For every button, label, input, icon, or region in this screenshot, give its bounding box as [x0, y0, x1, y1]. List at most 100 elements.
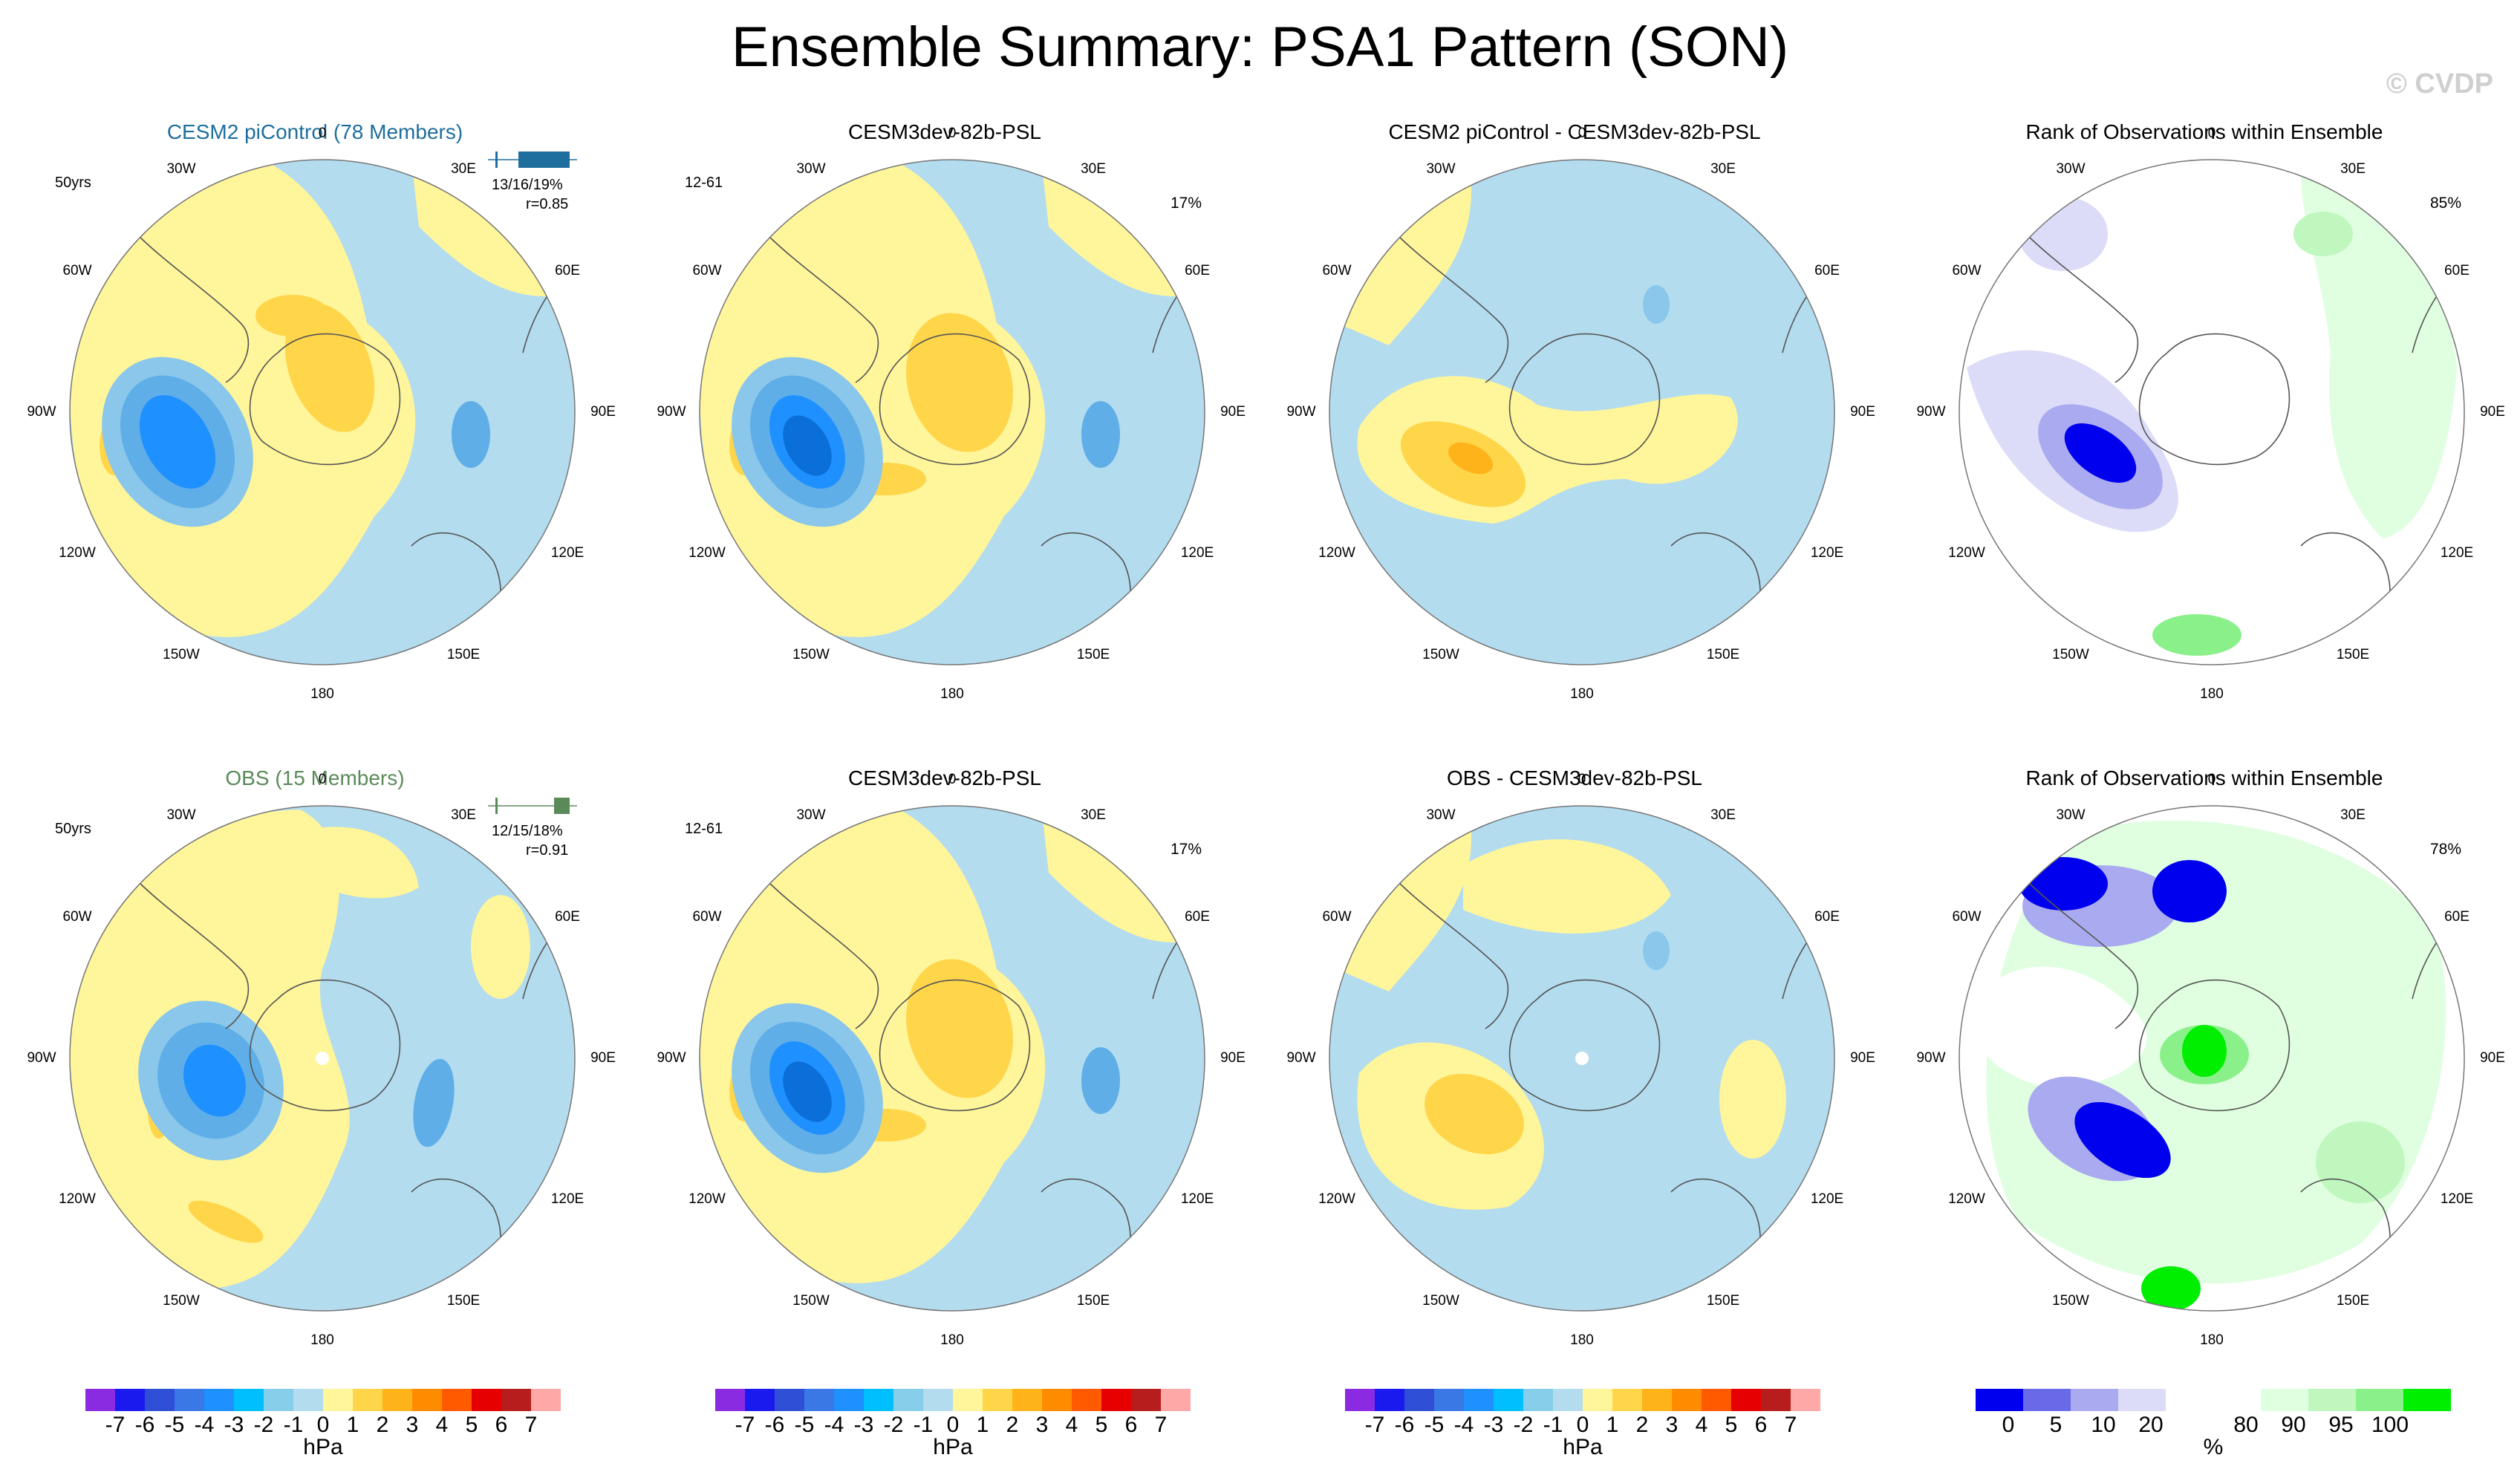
percent-label: 17% [1170, 195, 1202, 212]
colorbar-tick-label: 95 [2328, 1413, 2354, 1437]
panel-title: OBS (15 Members) [225, 766, 405, 789]
colorbar-tick-label: 5 [2049, 1413, 2062, 1437]
colorbar-swatch [1161, 1389, 1191, 1411]
stats-label: 13/16/19% [492, 177, 563, 193]
longitude-label: 120W [1948, 545, 1985, 561]
contour-region [1643, 285, 1670, 324]
spread-tick [523, 152, 525, 168]
longitude-label: 120E [1810, 545, 1844, 561]
longitude-label: 60W [62, 263, 92, 279]
contour-region [139, 395, 216, 489]
colorbar-swatch [293, 1389, 323, 1411]
polar-map [1329, 159, 1835, 665]
colorbar-tick-label: 6 [1124, 1413, 1138, 1437]
colorbar-tick-label: 7 [1784, 1413, 1797, 1437]
colorbar-tick-label: 1 [1606, 1413, 1619, 1437]
longitude-label: 30W [166, 161, 196, 177]
contour-region [1463, 839, 1671, 934]
percent-label: 78% [2429, 841, 2461, 858]
contour-region [2152, 860, 2227, 922]
colorbar-swatch [1642, 1389, 1672, 1411]
spread-tick [554, 152, 556, 168]
longitude-label: 60E [1814, 263, 1840, 279]
panel-title: OBS - CESM3dev-82b-PSL [1447, 766, 1702, 789]
longitude-label: 120W [688, 545, 726, 561]
colorbar-swatch [2403, 1389, 2451, 1411]
colorbar-swatch [1375, 1389, 1404, 1411]
longitude-label: 180 [1570, 1332, 1594, 1348]
contour-region [783, 415, 832, 476]
contour-region [700, 806, 1046, 1283]
south-america-outline [1396, 879, 1509, 1029]
longitude-label: 30W [2056, 161, 2086, 177]
longitude-label: 120E [1180, 1191, 1214, 1207]
spread-tick [567, 152, 570, 168]
member-spread-indicator [488, 798, 577, 814]
colorbar-tick-label: 5 [465, 1413, 478, 1437]
colorbar-swatch [983, 1389, 1012, 1411]
longitude-label: 0 [948, 126, 957, 141]
colorbar-swatch [1404, 1389, 1434, 1411]
colorbar-tick-label: -1 [283, 1413, 304, 1437]
spread-tick [534, 152, 536, 168]
longitude-label: 90W [657, 1050, 686, 1066]
longitude-label: 180 [310, 1332, 334, 1348]
contour-region [1643, 931, 1670, 970]
colorbar-tick-label: 6 [1754, 1413, 1768, 1437]
contour-region [1719, 1040, 1786, 1159]
longitude-label: 150E [1076, 1293, 1110, 1309]
longitude-label: 30E [2340, 161, 2366, 177]
longitude-label: 0 [1578, 126, 1586, 141]
colorbar-tick-label: 7 [524, 1413, 538, 1437]
colorbar-tick-label: 10 [2091, 1413, 2116, 1437]
contour-region [1448, 442, 1493, 475]
colorbar-tick-label: 2 [376, 1413, 389, 1437]
antarctica-outline [1508, 333, 1661, 466]
map-panel-7: OBS - CESM3dev-82b-PSL 0 30E 60E 90E 120E 150E… [1260, 765, 1889, 1419]
colorbar-swatch [1494, 1389, 1523, 1411]
longitude-label: 150W [2052, 1293, 2089, 1309]
figure-title: Ensemble Summary: PSA1 Pattern (SON) [731, 16, 1789, 79]
spread-tick [561, 798, 563, 814]
longitude-label: 0 [2207, 126, 2216, 141]
longitude-label: 120W [688, 1191, 726, 1207]
south-america-outline [766, 233, 879, 383]
colorbar-unit: % [2203, 1435, 2224, 1459]
longitude-label: 30E [1710, 807, 1736, 823]
colorbar-swatch [412, 1389, 442, 1411]
longitude-label: 150W [792, 647, 830, 662]
colorbar-hpa-3: -7 -6 -5 -4 -3 -2 -1 0 1 2 3 4 5 6 7 hPa [1345, 1389, 1820, 1459]
contour-region [1337, 821, 1472, 991]
longitude-label: 60E [555, 263, 580, 279]
colorbar-hpa-2: -7 -6 -5 -4 -3 -2 -1 0 1 2 3 4 5 6 7 hPa [715, 1389, 1191, 1459]
colorbar-swatch [115, 1389, 145, 1411]
longitude-label: 150E [1706, 647, 1740, 662]
spread-tick [541, 152, 543, 168]
longitude-label: 150W [163, 1293, 200, 1309]
colorbar-tick-label: 2 [1635, 1413, 1649, 1437]
cvdp-watermark: © CVDP [2386, 68, 2493, 100]
colorbar-unit: hPa [303, 1435, 343, 1459]
contour-region [906, 959, 1013, 1098]
panel-title: CESM2 piControl (78 Members) [166, 120, 463, 143]
spread-tick [559, 152, 561, 168]
spread-tick [545, 152, 547, 168]
contour-region [2152, 614, 2241, 656]
longitude-label: 0 [318, 772, 327, 787]
colorbar-swatches [1976, 1389, 2451, 1411]
colorbar-tick-label: 1 [346, 1413, 359, 1437]
map-boundary [1329, 805, 1835, 1312]
spread-tick [563, 798, 565, 814]
colorbar-swatch [745, 1389, 775, 1411]
colorbar-tick-label: 5 [1095, 1413, 1108, 1437]
colorbar-swatch [382, 1389, 412, 1411]
colorbar-swatch [1976, 1389, 2023, 1411]
longitude-label: 60E [1185, 263, 1210, 279]
longitude-label: 90W [1286, 1050, 1316, 1066]
colorbar-tick-label: -4 [194, 1413, 215, 1437]
contour-field [1329, 160, 1834, 665]
colorbar-swatch [1012, 1389, 1042, 1411]
contour-field [1959, 806, 2464, 1311]
colorbar-tick-label: -3 [853, 1413, 874, 1437]
longitude-label: 150E [1076, 647, 1110, 662]
